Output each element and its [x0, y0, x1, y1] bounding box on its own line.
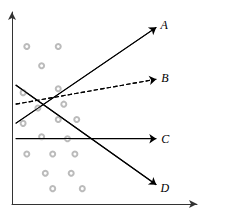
svg-text:A: A [159, 18, 168, 32]
svg-text:D: D [159, 181, 169, 195]
svg-text:B: B [161, 71, 169, 85]
svg-text:C: C [161, 132, 170, 146]
